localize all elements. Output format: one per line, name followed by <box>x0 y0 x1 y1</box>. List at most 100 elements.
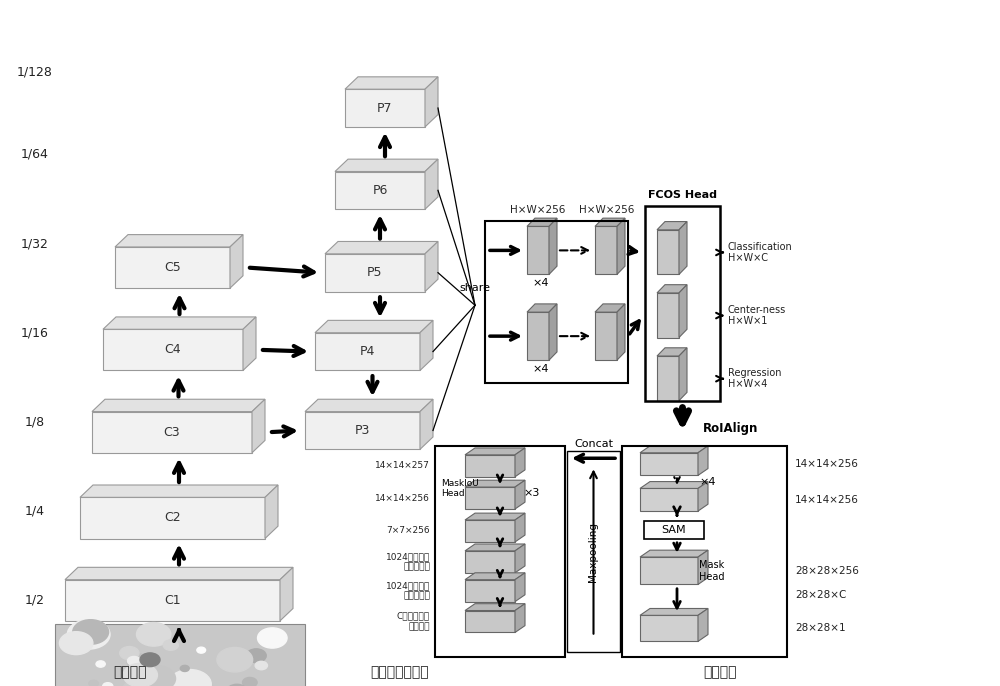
Text: 14×14×256: 14×14×256 <box>795 460 859 469</box>
Polygon shape <box>420 399 433 449</box>
Polygon shape <box>465 480 525 487</box>
Circle shape <box>217 648 253 672</box>
Polygon shape <box>679 348 687 401</box>
Polygon shape <box>657 293 679 338</box>
Polygon shape <box>465 604 525 611</box>
Text: H×W×256: H×W×256 <box>579 205 635 215</box>
Text: 1/32: 1/32 <box>21 237 49 250</box>
Circle shape <box>255 661 267 670</box>
Text: 1/16: 1/16 <box>21 327 49 339</box>
Text: Center-ness
H×W×1: Center-ness H×W×1 <box>728 305 786 327</box>
Circle shape <box>163 640 178 650</box>
Text: P5: P5 <box>367 266 383 279</box>
Polygon shape <box>425 241 438 292</box>
Text: ×3: ×3 <box>523 488 539 497</box>
Text: RoIAlign: RoIAlign <box>702 423 758 435</box>
Text: C1: C1 <box>164 594 181 606</box>
Text: 28×28×256: 28×28×256 <box>795 566 859 576</box>
Text: Regression
H×W×4: Regression H×W×4 <box>728 368 782 390</box>
Text: P7: P7 <box>377 102 393 115</box>
Circle shape <box>258 628 287 648</box>
Polygon shape <box>698 550 708 584</box>
Circle shape <box>243 678 257 686</box>
Polygon shape <box>640 608 708 615</box>
Polygon shape <box>640 446 708 453</box>
Polygon shape <box>55 624 305 686</box>
Polygon shape <box>640 615 698 641</box>
Text: 14×14×256: 14×14×256 <box>795 495 859 505</box>
Polygon shape <box>465 544 525 551</box>
Polygon shape <box>515 513 525 542</box>
Text: H×W×256: H×W×256 <box>510 205 566 215</box>
Polygon shape <box>617 218 625 274</box>
Polygon shape <box>515 604 525 632</box>
Polygon shape <box>549 218 557 274</box>
Polygon shape <box>80 485 278 497</box>
Circle shape <box>120 646 139 660</box>
Circle shape <box>127 654 151 670</box>
Polygon shape <box>80 497 265 539</box>
Polygon shape <box>515 544 525 573</box>
Text: C2: C2 <box>164 512 181 524</box>
Polygon shape <box>640 488 698 511</box>
Polygon shape <box>640 550 708 557</box>
Polygon shape <box>527 218 557 226</box>
Polygon shape <box>345 89 425 127</box>
Polygon shape <box>595 218 625 226</box>
Circle shape <box>103 683 113 686</box>
Polygon shape <box>527 226 549 274</box>
Text: C3: C3 <box>164 426 180 438</box>
Polygon shape <box>657 356 679 401</box>
Circle shape <box>59 632 93 654</box>
Text: ×4: ×4 <box>533 278 549 288</box>
Circle shape <box>73 619 109 644</box>
Text: C个神经元的
全连接层: C个神经元的 全连接层 <box>397 612 430 631</box>
Text: P3: P3 <box>355 424 370 437</box>
Polygon shape <box>115 235 243 247</box>
Polygon shape <box>103 329 243 370</box>
Text: ×4: ×4 <box>533 364 549 374</box>
Text: Maxpooling: Maxpooling <box>588 521 598 582</box>
Polygon shape <box>420 320 433 370</box>
Text: FCOS Head: FCOS Head <box>648 190 717 200</box>
Polygon shape <box>657 285 687 293</box>
Text: 28×28×1: 28×28×1 <box>795 624 846 633</box>
Polygon shape <box>595 312 617 360</box>
Text: Concat: Concat <box>574 438 613 449</box>
Text: ×4: ×4 <box>699 477 716 487</box>
Text: 1/4: 1/4 <box>25 505 45 517</box>
Text: 1/64: 1/64 <box>21 148 49 161</box>
Text: SAM: SAM <box>662 525 686 534</box>
Polygon shape <box>698 608 708 641</box>
Polygon shape <box>265 485 278 539</box>
Polygon shape <box>315 333 420 370</box>
Polygon shape <box>325 254 425 292</box>
Polygon shape <box>280 567 293 621</box>
Circle shape <box>140 653 160 667</box>
Polygon shape <box>640 482 708 488</box>
Text: 1/2: 1/2 <box>25 594 45 606</box>
Text: C4: C4 <box>165 344 181 356</box>
Polygon shape <box>640 453 698 475</box>
Polygon shape <box>103 317 256 329</box>
Polygon shape <box>243 317 256 370</box>
Polygon shape <box>657 348 687 356</box>
Polygon shape <box>345 77 438 89</box>
Polygon shape <box>527 312 549 360</box>
Text: 14×14×256: 14×14×256 <box>375 493 430 503</box>
Polygon shape <box>465 448 525 455</box>
Polygon shape <box>549 304 557 360</box>
Polygon shape <box>425 77 438 127</box>
Circle shape <box>180 665 189 672</box>
Circle shape <box>194 681 213 686</box>
Circle shape <box>96 661 105 667</box>
Text: 28×28×C: 28×28×C <box>795 590 846 600</box>
Text: 14×14×257: 14×14×257 <box>375 461 430 471</box>
Polygon shape <box>679 222 687 274</box>
Circle shape <box>127 657 141 665</box>
Polygon shape <box>657 222 687 230</box>
Polygon shape <box>305 399 433 412</box>
Text: P6: P6 <box>372 184 388 197</box>
Polygon shape <box>92 399 265 412</box>
Polygon shape <box>65 580 280 621</box>
